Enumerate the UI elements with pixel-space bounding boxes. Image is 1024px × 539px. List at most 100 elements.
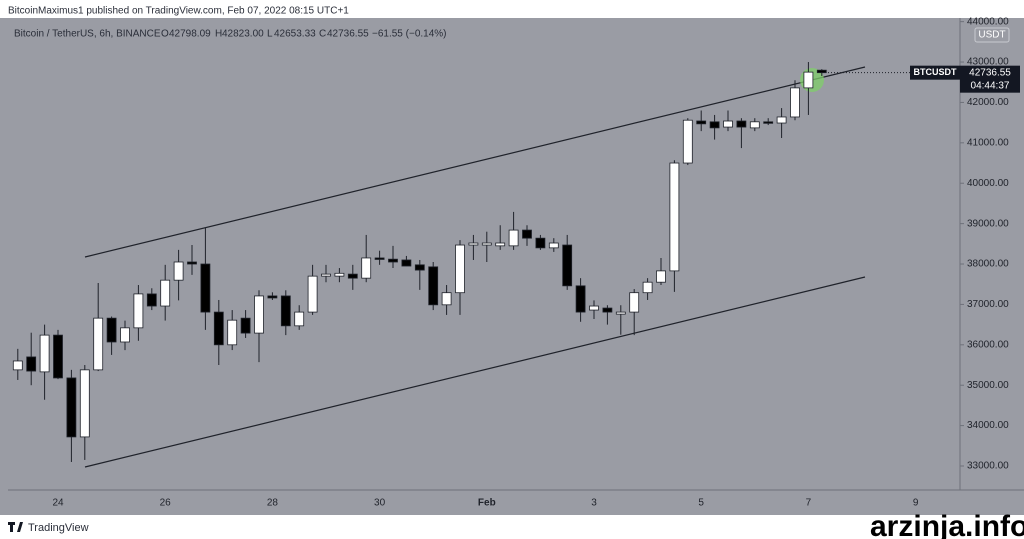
candle-body: [321, 273, 331, 277]
channel-lower: [84, 276, 866, 468]
countdown: 04:44:37: [971, 80, 1010, 91]
price-box: [960, 65, 1020, 93]
candle-body: [414, 264, 425, 271]
x-tick-label: 28: [267, 498, 279, 509]
candle-body: [347, 273, 358, 279]
x-tick-label: Feb: [478, 498, 496, 509]
candle-body: [629, 292, 640, 313]
candle-body: [723, 120, 733, 128]
y-tick-label: 44000.00: [967, 16, 1009, 27]
candle-body: [455, 244, 465, 294]
candle-body: [790, 87, 800, 118]
candle-body: [535, 237, 546, 249]
legend-h-label: H: [215, 29, 222, 40]
candle-body: [736, 120, 747, 128]
legend-symbol: Bitcoin / TetherUS, 6h, BINANCE: [14, 29, 161, 40]
candle-body: [388, 258, 398, 263]
candle-body: [642, 281, 653, 294]
candle-body: [374, 257, 385, 260]
currency: USDT: [978, 30, 1005, 41]
candle-body: [39, 334, 50, 373]
candle-body: [522, 229, 532, 239]
candle-body: [227, 319, 238, 346]
candle-body: [428, 266, 439, 306]
candle-body: [213, 311, 224, 346]
channel-upper: [84, 66, 866, 258]
candle-body: [562, 244, 573, 287]
candle-body: [508, 229, 519, 247]
candle-body: [187, 261, 197, 265]
candle-body: [294, 311, 305, 327]
legend-h: 42823.00: [222, 29, 264, 40]
x-tick-label: 9: [913, 498, 919, 509]
tv-icon: [8, 522, 23, 532]
plot: [12, 62, 827, 462]
legend-change: −61.55 (−0.14%): [372, 29, 447, 40]
candle-body: [79, 369, 90, 438]
y-tick-label: 42000.00: [967, 97, 1009, 108]
watermark: arzinja.info: [870, 510, 1024, 539]
candle-body: [361, 257, 372, 279]
candle-body: [615, 311, 626, 315]
legend-o: 42798.09: [169, 29, 211, 40]
candle-body: [481, 242, 492, 246]
candle-body: [120, 327, 130, 343]
candle-body: [749, 121, 760, 129]
y-tick-label: 33000.00: [967, 461, 1009, 472]
y-tick-label: 37000.00: [967, 299, 1009, 310]
legend-o-label: O: [161, 29, 169, 40]
x-tick-label: 24: [52, 498, 64, 509]
candle-body: [106, 317, 117, 343]
candle-body: [160, 279, 171, 307]
candle-body: [66, 377, 77, 438]
candle-body: [93, 317, 104, 371]
ticker: BTCUSDT: [914, 67, 957, 77]
candle-body: [200, 263, 211, 313]
y-tick-label: 35000.00: [967, 380, 1009, 391]
candle-body: [468, 242, 479, 246]
y-tick-label: 38000.00: [967, 259, 1009, 270]
header: BitcoinMaximus1 published on TradingView…: [8, 6, 349, 17]
candle-body: [254, 295, 264, 334]
candle-body: [776, 116, 787, 124]
x-tick-label: 5: [698, 498, 704, 509]
y-tick-label: 40000.00: [967, 178, 1009, 189]
candle-body: [173, 261, 184, 281]
y-tick-label: 41000.00: [967, 137, 1009, 148]
chart-background: [0, 18, 1024, 515]
x-tick-label: 30: [374, 498, 386, 509]
y-tick-label: 34000.00: [967, 420, 1009, 431]
candle-body: [133, 293, 144, 329]
candle-body: [240, 317, 251, 334]
x-tick-label: 7: [806, 498, 812, 509]
candle-body: [803, 71, 814, 89]
candle-body: [656, 270, 666, 283]
currency-box: [974, 27, 1010, 43]
candle-body: [816, 69, 827, 74]
candle-body: [12, 360, 23, 371]
legend: Bitcoin / TetherUS, 6h, BINANCE O 42798.…: [14, 29, 447, 40]
legend-l-label: L: [267, 29, 273, 40]
candle-body: [575, 285, 586, 313]
candle-body: [334, 272, 345, 277]
y-tick-label: 39000.00: [967, 218, 1009, 229]
candle-body: [53, 334, 63, 379]
candle-body: [401, 259, 412, 267]
ticker-box: [910, 65, 960, 80]
legend-c: 42736.55: [327, 29, 369, 40]
candle-body: [669, 162, 680, 272]
candle-body: [548, 242, 559, 249]
y-tick-label: 36000.00: [967, 339, 1009, 350]
candle-body: [146, 293, 157, 307]
y-tick-label: 43000.00: [967, 57, 1009, 68]
last-price: 42736.55: [969, 67, 1011, 78]
candle-body: [280, 295, 291, 327]
candle-body: [682, 119, 693, 164]
tv-logo: TradingView: [8, 522, 89, 534]
candle-body: [307, 275, 318, 313]
candle-body: [441, 292, 452, 306]
x-tick-label: 3: [591, 498, 597, 509]
legend-l: 42653.33: [274, 29, 316, 40]
